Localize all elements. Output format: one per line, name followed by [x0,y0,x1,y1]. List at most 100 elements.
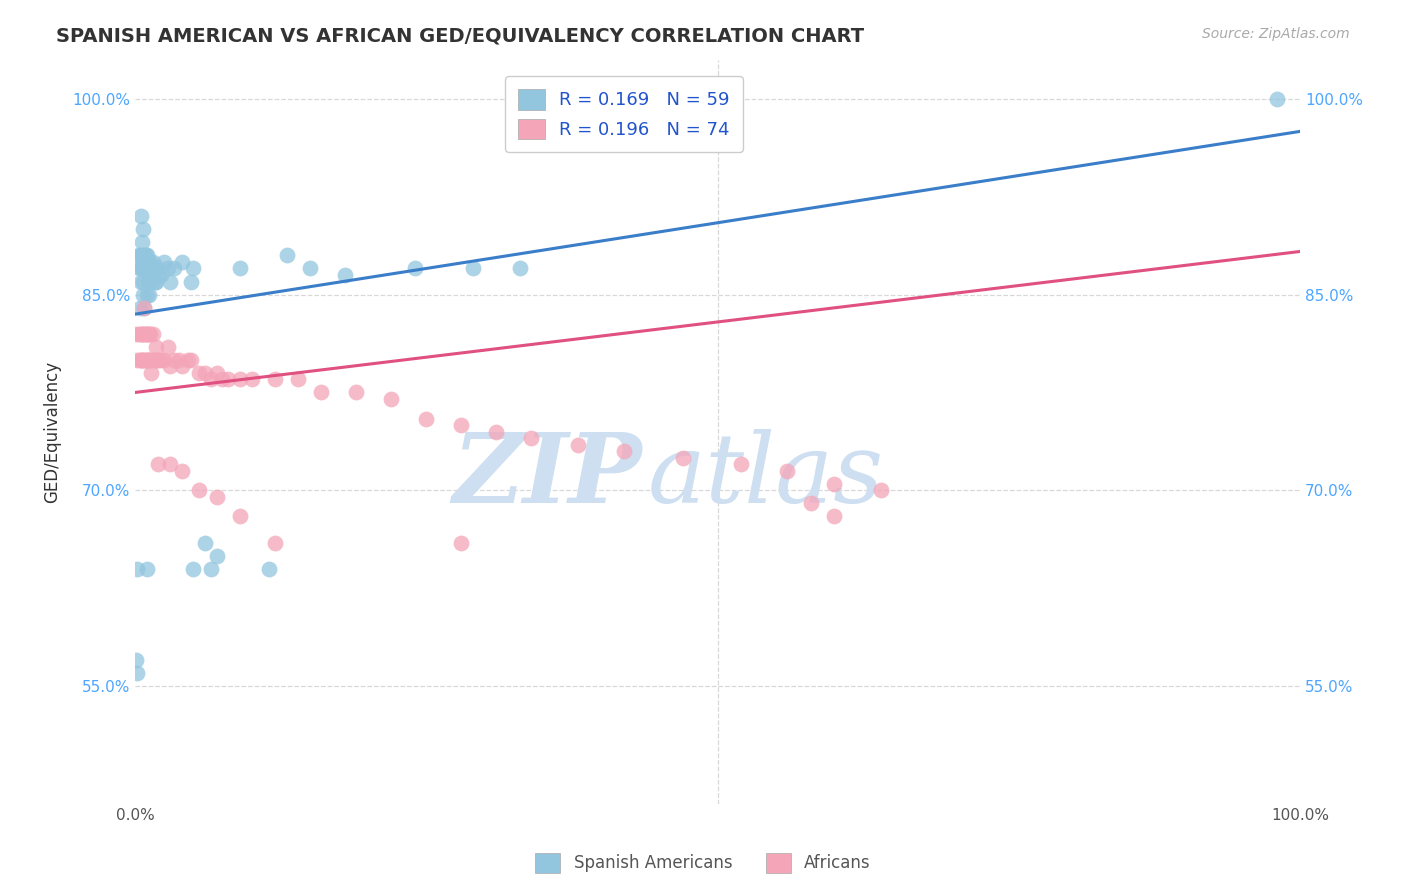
Point [134,261,156,276]
Point [129,261,152,276]
Point [148,457,170,471]
Point [257,562,280,576]
Legend: Spanish Americans, Africans: Spanish Americans, Africans [529,847,877,880]
Point [869,483,891,498]
Point [142,352,165,367]
Point [131,326,153,341]
Point [180,352,202,367]
Text: ZIP: ZIP [453,429,641,524]
Point [135,326,157,341]
Point [131,248,153,262]
Point [800,496,823,510]
Point [162,352,184,367]
Point [129,326,152,341]
Point [135,352,157,367]
Point [170,255,193,269]
Point [404,261,426,276]
Point [156,340,179,354]
Point [509,261,531,276]
Point [333,268,356,282]
Point [134,301,156,315]
Point [136,255,159,269]
Point [1265,92,1288,106]
Point [142,255,165,269]
Point [136,352,159,367]
Point [450,535,472,549]
Point [138,287,160,301]
Point [146,352,169,367]
Point [132,275,155,289]
Point [127,666,149,681]
Point [146,261,169,276]
Point [135,248,157,262]
Point [129,352,152,367]
Point [135,248,157,262]
Point [148,352,170,367]
Point [134,301,156,315]
Point [128,261,150,276]
Point [211,372,233,386]
Point [131,261,153,276]
Point [148,268,170,282]
Point [145,275,167,289]
Point [128,352,150,367]
Point [142,352,165,367]
Point [194,366,217,380]
Point [159,457,181,471]
Point [127,352,149,367]
Point [131,352,153,367]
Point [200,372,222,386]
Point [188,366,211,380]
Point [205,549,228,563]
Point [205,490,228,504]
Point [129,209,152,223]
Point [287,372,309,386]
Point [229,509,252,524]
Point [170,464,193,478]
Point [135,261,157,276]
Point [149,268,172,282]
Point [613,444,636,458]
Point [143,275,166,289]
Point [823,476,845,491]
Point [128,326,150,341]
Point [415,411,437,425]
Point [139,255,162,269]
Point [180,275,202,289]
Point [461,261,484,276]
Text: SPANISH AMERICAN VS AFRICAN GED/EQUIVALENCY CORRELATION CHART: SPANISH AMERICAN VS AFRICAN GED/EQUIVALE… [56,27,865,45]
Point [153,255,176,269]
Point [229,261,252,276]
Point [132,352,155,367]
Point [139,326,162,341]
Point [136,275,159,289]
Text: Source: ZipAtlas.com: Source: ZipAtlas.com [1202,27,1350,41]
Point [138,352,160,367]
Point [153,352,176,367]
Point [823,509,845,524]
Point [520,431,543,445]
Point [156,261,179,276]
Point [169,352,191,367]
Point [135,352,157,367]
Point [141,366,163,380]
Point [135,562,157,576]
Point [132,326,155,341]
Point [183,261,205,276]
Point [129,275,152,289]
Point [346,385,368,400]
Point [141,261,163,276]
Point [200,562,222,576]
Point [132,287,155,301]
Point [450,418,472,433]
Point [135,326,157,341]
Point [139,261,162,276]
Point [138,326,160,341]
Point [298,261,321,276]
Point [128,248,150,262]
Point [143,352,166,367]
Point [142,326,165,341]
Point [149,352,172,367]
Point [485,425,508,439]
Point [128,301,150,315]
